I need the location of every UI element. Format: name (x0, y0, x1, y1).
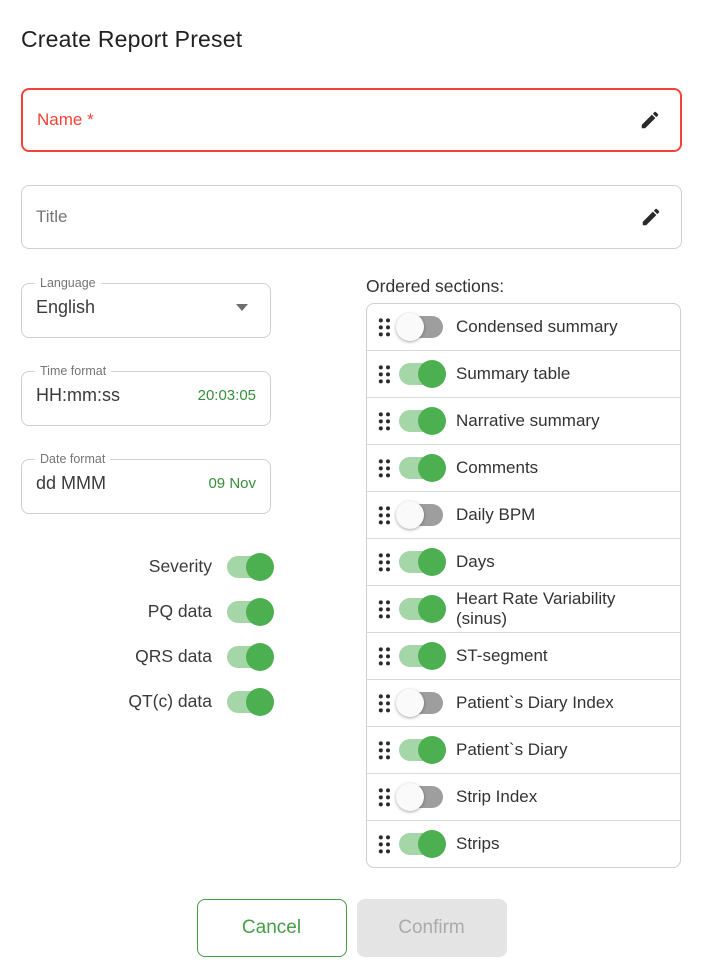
name-field-label: Name * (37, 110, 94, 129)
drag-handle-icon[interactable] (377, 787, 392, 808)
time-format-value: HH:mm:ss (36, 385, 120, 405)
time-format-label: Time format (40, 364, 107, 378)
drag-handle-icon[interactable] (377, 505, 392, 526)
language-value: English (36, 297, 96, 317)
section-toggle[interactable] (396, 689, 443, 717)
section-label: Strip Index (456, 787, 538, 806)
data-toggle-row: QRS data (21, 634, 274, 679)
data-toggles: Severity PQ data QRS data QT(c) data (21, 544, 274, 724)
drag-handle-icon[interactable] (377, 364, 392, 385)
data-toggle[interactable] (227, 552, 274, 581)
section-row: Narrative summary (367, 398, 680, 445)
page-title: Create Report Preset (21, 26, 243, 52)
data-toggle-row: PQ data (21, 589, 274, 634)
dialog-body: Language English Time format HH:mm:ss 20… (21, 276, 682, 868)
section-row: Summary table (367, 351, 680, 398)
section-toggle[interactable] (399, 454, 446, 482)
section-row: Strips (367, 821, 680, 867)
drag-handle-icon[interactable] (377, 458, 392, 479)
drag-handle-icon[interactable] (377, 646, 392, 667)
section-label: Summary table (456, 364, 571, 383)
section-toggle[interactable] (399, 736, 446, 764)
language-select[interactable]: Language English (21, 276, 271, 338)
section-toggle[interactable] (396, 501, 443, 529)
time-format-example: 20:03:05 (197, 387, 256, 404)
toggle-label: PQ data (147, 601, 212, 621)
format-column: Language English Time format HH:mm:ss 20… (21, 276, 274, 724)
section-toggle[interactable] (399, 830, 446, 858)
date-format-example: 09 Nov (208, 475, 256, 492)
section-label: Comments (456, 458, 539, 477)
section-label: ST-segment (456, 646, 548, 665)
section-row: Heart Rate Variability (sinus) (367, 586, 680, 633)
toggle-label: QT(c) data (128, 691, 212, 711)
drag-handle-icon[interactable] (377, 834, 392, 855)
name-field[interactable]: Name * (21, 88, 682, 152)
section-row: Patient`s Diary Index (367, 680, 680, 727)
date-format-label: Date format (40, 452, 106, 466)
drag-handle-icon[interactable] (377, 693, 392, 714)
section-row: Patient`s Diary (367, 727, 680, 774)
drag-handle-icon[interactable] (377, 740, 392, 761)
data-toggle[interactable] (227, 687, 274, 716)
data-toggle[interactable] (227, 642, 274, 671)
pencil-icon[interactable] (640, 206, 662, 228)
drag-handle-icon[interactable] (377, 317, 392, 338)
date-format-value: dd MMM (36, 473, 107, 493)
data-toggle[interactable] (227, 597, 274, 626)
ordered-sections-list: Condensed summary Summary table Narrativ… (366, 303, 681, 868)
ordered-sections-title: Ordered sections: (366, 276, 505, 296)
drag-handle-icon[interactable] (377, 552, 392, 573)
section-label: Patient`s Diary (456, 740, 568, 759)
confirm-button[interactable]: Confirm (356, 899, 507, 957)
title-field[interactable]: Title (21, 185, 682, 249)
data-toggle-row: QT(c) data (21, 679, 274, 724)
data-toggle-row: Severity (21, 544, 274, 589)
section-label: Narrative summary (456, 411, 600, 430)
section-row: Comments (367, 445, 680, 492)
section-toggle[interactable] (396, 783, 443, 811)
section-label: Heart Rate Variability (sinus) (456, 589, 616, 628)
caret-down-icon (236, 304, 248, 311)
section-toggle[interactable] (399, 548, 446, 576)
section-row: Strip Index (367, 774, 680, 821)
section-toggle[interactable] (399, 642, 446, 670)
language-label: Language (40, 276, 96, 290)
drag-handle-icon[interactable] (377, 411, 392, 432)
section-toggle[interactable] (396, 313, 443, 341)
title-field-label: Title (36, 207, 68, 226)
drag-handle-icon[interactable] (377, 599, 392, 620)
toggle-label: QRS data (135, 646, 212, 666)
section-label: Condensed summary (456, 317, 618, 336)
section-label: Daily BPM (456, 505, 536, 524)
section-row: Condensed summary (367, 304, 680, 351)
pencil-icon[interactable] (639, 109, 661, 131)
ordered-sections-column: Ordered sections: Condensed summary Summ… (366, 276, 681, 868)
section-label: Strips (456, 834, 500, 853)
section-toggle[interactable] (399, 407, 446, 435)
section-row: ST-segment (367, 633, 680, 680)
cancel-button[interactable]: Cancel (196, 899, 347, 957)
section-toggle[interactable] (399, 595, 446, 623)
time-format-field[interactable]: Time format HH:mm:ss 20:03:05 (21, 364, 271, 426)
date-format-field[interactable]: Date format dd MMM 09 Nov (21, 452, 271, 514)
section-row: Daily BPM (367, 492, 680, 539)
section-toggle[interactable] (399, 360, 446, 388)
dialog-actions: Cancel Confirm (21, 899, 682, 957)
section-row: Days (367, 539, 680, 586)
toggle-label: Severity (148, 556, 212, 576)
section-label: Patient`s Diary Index (456, 693, 614, 712)
section-label: Days (456, 552, 495, 571)
